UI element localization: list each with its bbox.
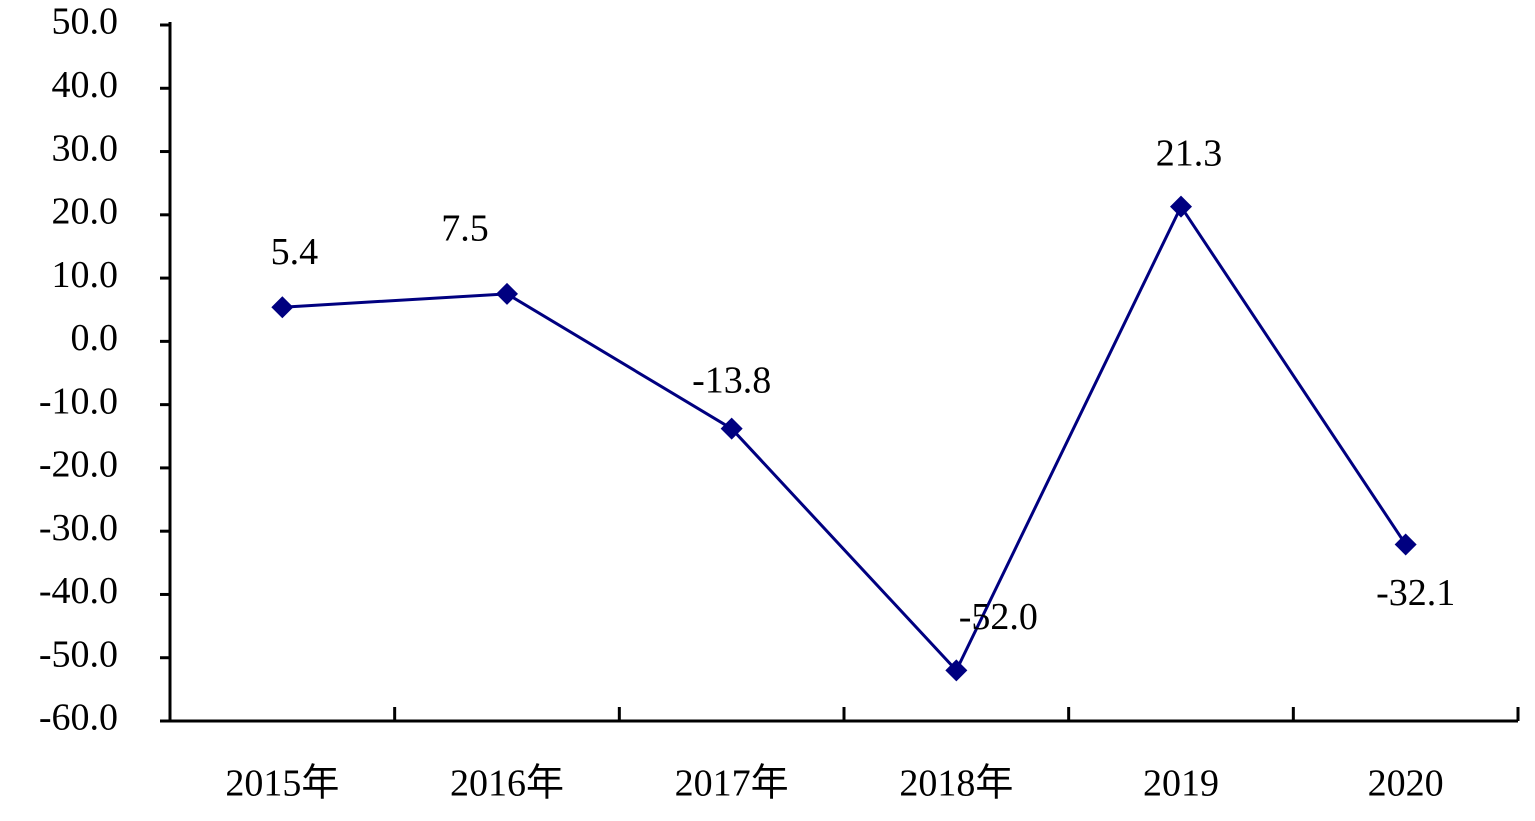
data-point — [1170, 195, 1192, 218]
data-point — [945, 659, 968, 682]
y-tick-label: -30.0 — [39, 507, 118, 549]
data-point — [720, 417, 743, 440]
x-tick-label: 2020 — [1368, 763, 1444, 805]
data-label: 21.3 — [1156, 132, 1223, 174]
data-label: -13.8 — [692, 359, 771, 401]
data-label: -32.1 — [1376, 572, 1455, 614]
data-point — [1394, 533, 1417, 556]
y-tick-label: -20.0 — [39, 444, 118, 486]
x-tick-label: 2016年 — [450, 763, 564, 805]
y-tick-label: 30.0 — [52, 127, 119, 169]
data-label: -52.0 — [959, 596, 1038, 638]
y-tick-label: -40.0 — [39, 570, 118, 612]
y-tick-label: -60.0 — [39, 697, 118, 739]
y-tick-label: 50.0 — [52, 1, 119, 43]
y-tick-label: 40.0 — [52, 64, 119, 106]
x-tick-label: 2017年 — [675, 763, 789, 805]
y-tick-label: -10.0 — [39, 380, 118, 422]
data-point — [496, 282, 518, 305]
data-label: 5.4 — [271, 231, 319, 273]
y-tick-label: 20.0 — [52, 191, 119, 233]
x-tick-label: 2015年 — [225, 763, 339, 805]
data-label: 7.5 — [441, 208, 489, 250]
y-tick-label: 0.0 — [71, 317, 119, 359]
data-point — [271, 296, 294, 319]
y-tick-label: 10.0 — [52, 254, 119, 296]
x-tick-label: 2018年 — [899, 763, 1013, 805]
y-tick-label: -50.0 — [39, 633, 118, 675]
x-tick-label: 2019 — [1143, 763, 1219, 805]
data-line — [282, 203, 1407, 674]
